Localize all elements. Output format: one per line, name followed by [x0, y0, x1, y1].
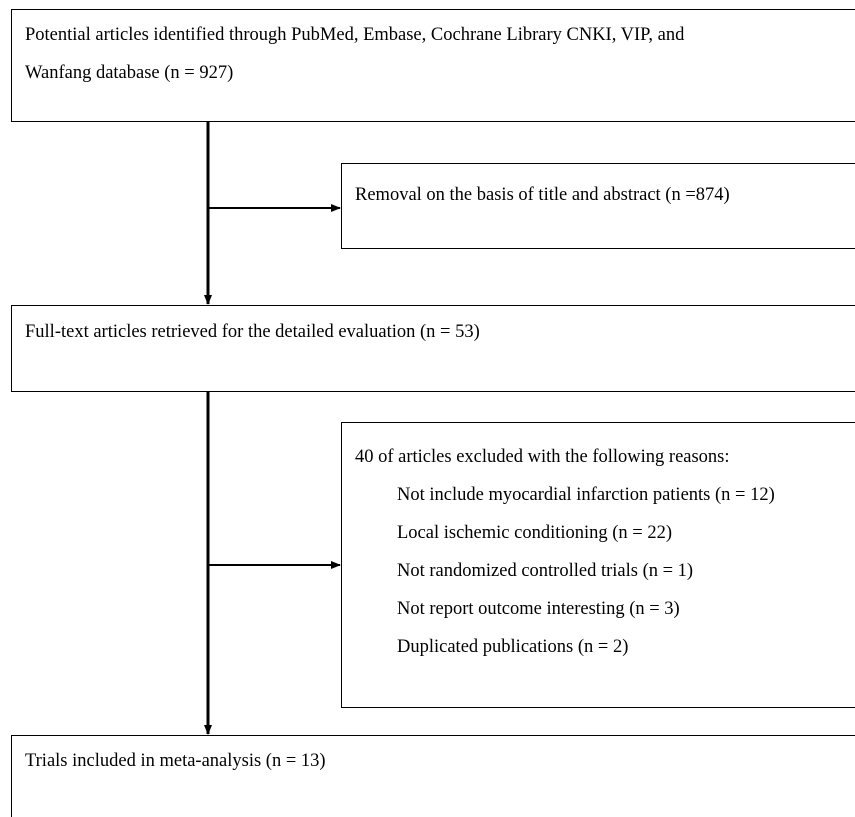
fulltext-box: Full-text articles retrieved for the det… [11, 305, 855, 392]
included-box: Trials included in meta-analysis (n = 13… [11, 735, 855, 817]
fulltext-text: Full-text articles retrieved for the det… [25, 322, 480, 342]
excluded-reason: Not randomized controlled trials (n = 1) [397, 561, 694, 581]
included-text: Trials included in meta-analysis (n = 13… [25, 751, 326, 771]
identification-box: Potential articles identified through Pu… [11, 9, 855, 122]
identification-line-1: Potential articles identified through Pu… [25, 25, 685, 45]
removal-text: Removal on the basis of title and abstra… [355, 185, 730, 205]
excluded-heading: 40 of articles excluded with the followi… [355, 447, 730, 467]
excluded-reason: Not include myocardial infarction patien… [397, 485, 775, 505]
identification-line-2: Wanfang database (n = 927) [25, 63, 234, 83]
excluded-reason: Duplicated publications (n = 2) [397, 637, 629, 657]
excluded-reason: Local ischemic conditioning (n = 22) [397, 523, 673, 543]
excluded-box: 40 of articles excluded with the followi… [341, 422, 855, 708]
excluded-reason: Not report outcome interesting (n = 3) [397, 599, 680, 619]
removal-box: Removal on the basis of title and abstra… [341, 163, 855, 249]
